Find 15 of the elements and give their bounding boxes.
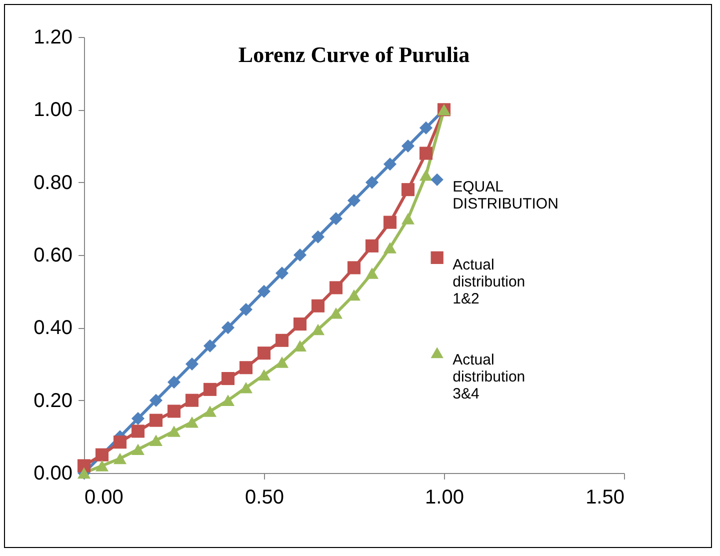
y-tick-label: 0.40	[34, 317, 72, 340]
y-tick-label: 0.00	[34, 462, 72, 484]
x-tick-label: 0.00	[84, 486, 124, 508]
y-tick-label: 1.20	[34, 26, 72, 48]
y-tick-label: 1.00	[34, 99, 72, 122]
y-tick-label: 0.80	[34, 172, 72, 194]
legend-label: Actual distribution 1&2	[452, 256, 526, 308]
legend-label: EQUAL DISTRIBUTION	[452, 178, 558, 213]
y-tick-label: 0.60	[34, 244, 72, 266]
x-tick-label: 0.50	[245, 486, 284, 508]
y-tick-label: 0.20	[34, 390, 72, 412]
legend-label: Actual distribution 3&4	[452, 352, 526, 403]
chart-title: Lorenz Curve of Purulia	[238, 42, 470, 67]
x-tick-label: 1.00	[425, 486, 464, 508]
x-tick-label: 1.50	[586, 486, 624, 508]
